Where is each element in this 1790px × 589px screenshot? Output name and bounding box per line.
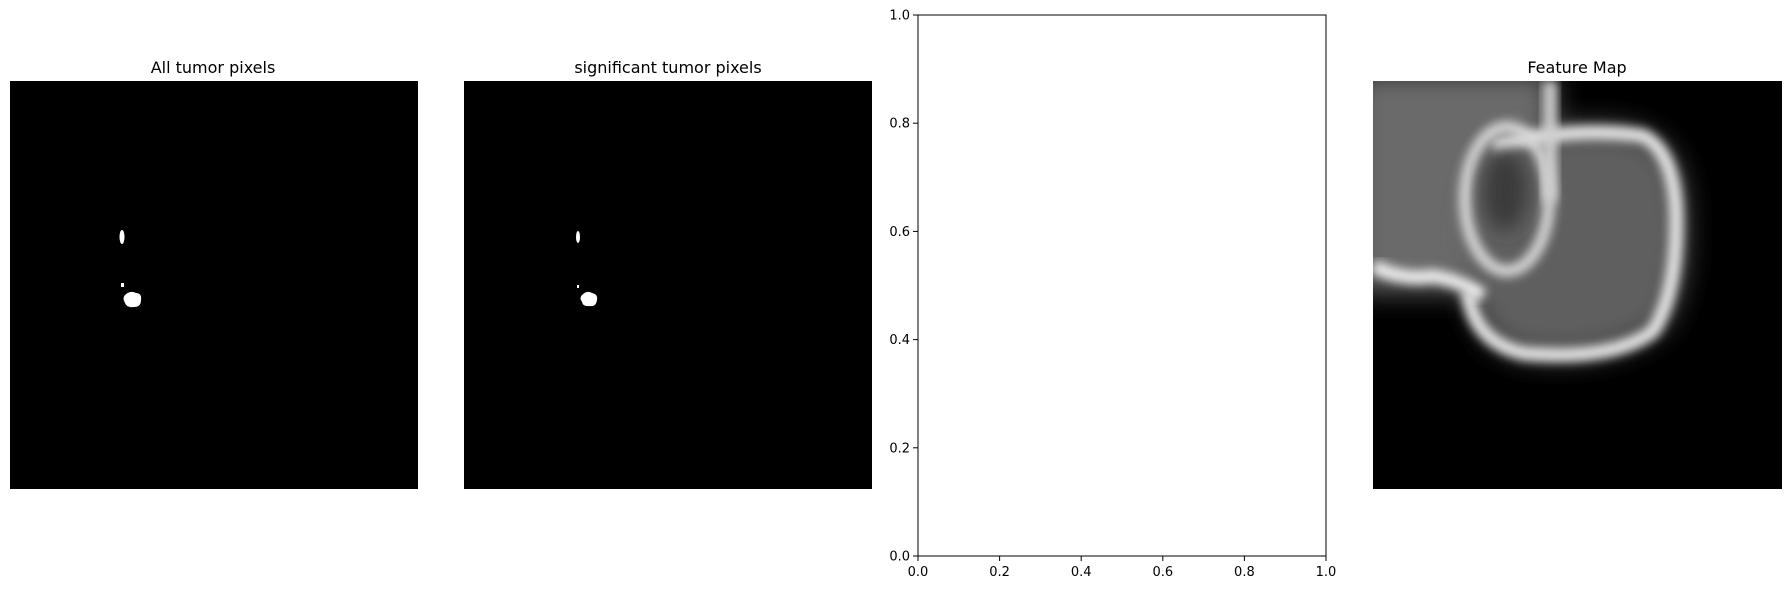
panel-2-title: significant tumor pixels: [574, 58, 762, 77]
panel-4-title: Feature Map: [1527, 58, 1627, 77]
feature-map-image: [1373, 81, 1782, 489]
x-tick-label: 1.0: [1316, 565, 1337, 580]
all-tumor-pixels-image: [10, 81, 418, 489]
tumor-mask-significant: [576, 231, 598, 307]
x-tick-label: 0.2: [989, 565, 1010, 580]
x-tick-label: 0.0: [908, 565, 929, 580]
tumor-blob-upper: [119, 230, 125, 244]
sig-blob-upper: [576, 231, 580, 243]
y-tick-label: 1.0: [889, 9, 910, 24]
tumor-mask-all: [119, 230, 142, 308]
y-tick-label: 0.8: [889, 117, 910, 132]
sig-blob-lower: [580, 291, 598, 307]
sig-blob-dot: [577, 285, 579, 288]
y-tick-label: 0.4: [889, 333, 910, 348]
x-tick-label: 0.8: [1234, 565, 1255, 580]
y-tick-label: 0.2: [889, 441, 910, 456]
panel-1-title: All tumor pixels: [150, 58, 276, 77]
tumor-blob-lower: [123, 291, 142, 308]
y-tick-label: 0.0: [889, 550, 910, 565]
tumor-blob-dot: [121, 283, 124, 287]
y-tick-label: 0.6: [889, 225, 910, 240]
feature-map-render: [1373, 81, 1686, 362]
x-tick-label: 0.4: [1071, 565, 1092, 580]
significant-tumor-pixels-image: [464, 81, 872, 489]
axes-frame: [917, 14, 1327, 557]
x-tick-label: 0.6: [1152, 565, 1173, 580]
